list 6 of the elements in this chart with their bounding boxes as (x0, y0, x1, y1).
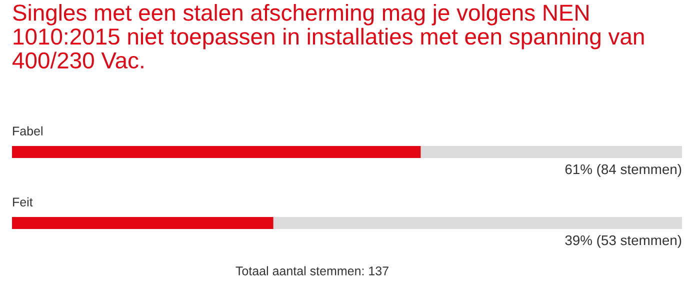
data-label: 39% (53 stemmen) (565, 234, 682, 248)
y-tick-label: Fabel (13, 126, 42, 136)
chart-title: Singles met een stalen afscherming mag je volgens NEN 1010:2015 niet toepassen in installaties met een spanning van 400/230 Vac. (12, 4, 644, 69)
y-tick-label: Feit (13, 197, 33, 206)
annotation: Totaal aantal stemmen: 137 (236, 266, 388, 276)
data-label: 61% (84 stemmen) (565, 164, 682, 177)
